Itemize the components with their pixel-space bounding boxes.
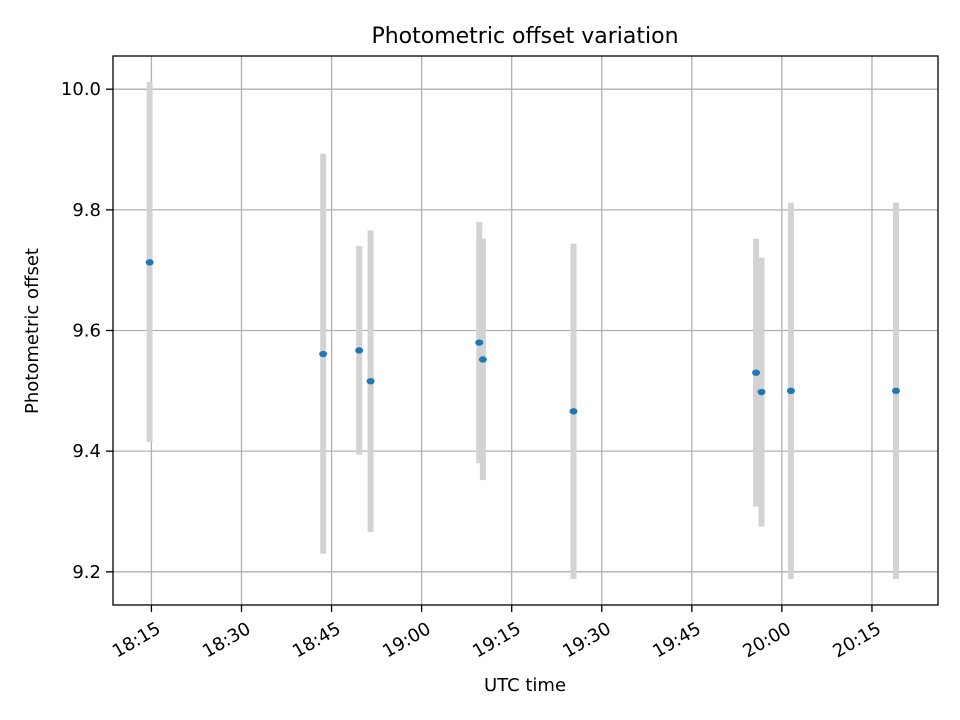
data-point [891,387,900,395]
y-tick-label: 9.2 [72,562,101,583]
y-axis: 9.2 9.4 9.6 9.8 10.0 [61,79,113,583]
x-axis-label: UTC time [484,675,566,696]
y-tick-label: 9.4 [72,441,101,462]
chart-title: Photometric offset variation [371,24,678,49]
data-point [475,339,484,346]
data-points [145,259,900,415]
data-point [752,369,761,376]
data-point [569,408,578,415]
data-point [786,387,795,395]
y-tick-label: 10.0 [61,79,101,100]
y-tick-label: 9.8 [72,200,101,221]
data-point [355,347,364,354]
data-point [319,350,328,358]
y-axis-label: Photometric offset [22,248,43,414]
y-tick-label: 9.6 [72,321,101,342]
grid [113,56,938,605]
data-point [145,259,154,266]
data-point [757,388,766,396]
data-point [366,377,375,385]
data-point [478,356,487,363]
